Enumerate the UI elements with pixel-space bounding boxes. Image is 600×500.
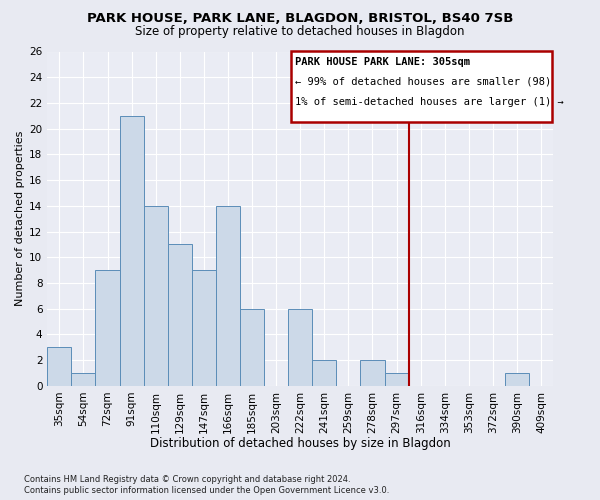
Bar	[290, 52, 552, 122]
Bar	[168, 244, 192, 386]
X-axis label: Distribution of detached houses by size in Blagdon: Distribution of detached houses by size …	[150, 437, 451, 450]
Text: Contains HM Land Registry data © Crown copyright and database right 2024.: Contains HM Land Registry data © Crown c…	[24, 475, 350, 484]
Text: PARK HOUSE PARK LANE: 305sqm: PARK HOUSE PARK LANE: 305sqm	[295, 56, 470, 66]
Bar	[71, 373, 95, 386]
Text: PARK HOUSE, PARK LANE, BLAGDON, BRISTOL, BS40 7SB: PARK HOUSE, PARK LANE, BLAGDON, BRISTOL,…	[87, 12, 513, 26]
Bar	[192, 270, 216, 386]
Bar	[95, 270, 119, 386]
Bar	[47, 348, 71, 386]
Bar	[505, 373, 529, 386]
Bar	[385, 373, 409, 386]
Bar	[216, 206, 240, 386]
Bar	[119, 116, 143, 386]
Text: Contains public sector information licensed under the Open Government Licence v3: Contains public sector information licen…	[24, 486, 389, 495]
Text: ← 99% of detached houses are smaller (98): ← 99% of detached houses are smaller (98…	[295, 77, 551, 87]
Text: 1% of semi-detached houses are larger (1) →: 1% of semi-detached houses are larger (1…	[295, 97, 564, 107]
Text: Size of property relative to detached houses in Blagdon: Size of property relative to detached ho…	[135, 25, 465, 38]
Bar	[312, 360, 337, 386]
Y-axis label: Number of detached properties: Number of detached properties	[15, 131, 25, 306]
Bar	[288, 308, 312, 386]
Bar	[143, 206, 168, 386]
Bar	[240, 308, 264, 386]
Bar	[361, 360, 385, 386]
